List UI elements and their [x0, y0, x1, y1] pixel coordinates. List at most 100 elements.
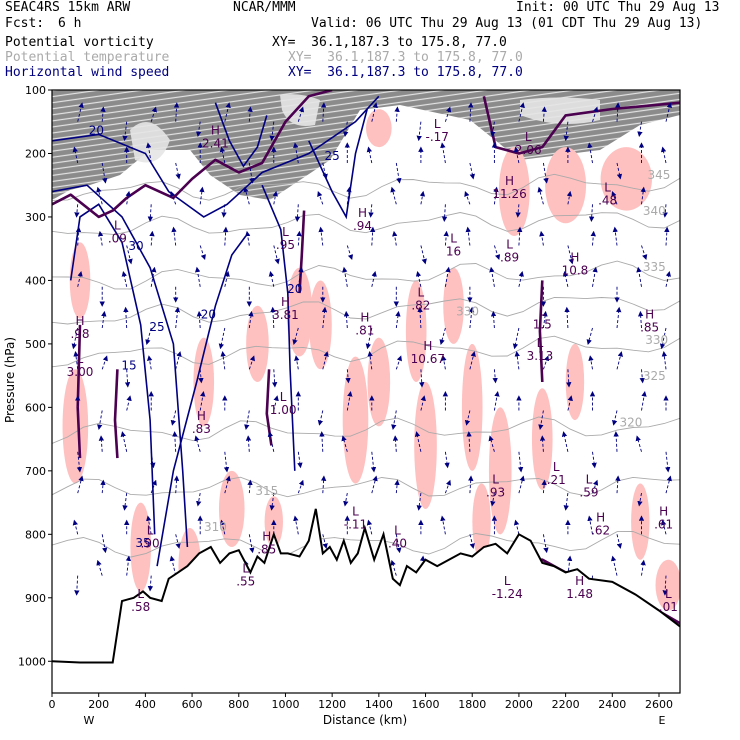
wind-vector-arrow	[198, 369, 204, 384]
wind-contour-line	[261, 184, 296, 471]
wind-vector-arrow	[224, 475, 231, 494]
extremum-value: 1.5	[533, 317, 552, 331]
extremum-marker: L	[434, 117, 441, 131]
field-xy-wind: XY= 36.1,187.3 to 175.8, 77.0	[288, 65, 523, 80]
extremum-marker: L	[147, 523, 154, 537]
wind-vector-arrow	[390, 559, 397, 576]
extremum-marker: H	[211, 123, 220, 137]
wind-vector-arrow	[466, 431, 472, 452]
wind-vector-arrow	[610, 555, 618, 576]
wind-vector-arrow	[319, 431, 325, 452]
wind-vector-arrow	[489, 266, 495, 287]
wind-vector-arrow	[123, 306, 129, 329]
wind-vector-arrow	[71, 327, 79, 350]
pv-shade-blob	[342, 356, 369, 484]
wind-vector-arrow	[542, 162, 549, 184]
extremum-value: .55	[236, 574, 255, 588]
wind-vector-arrow	[196, 493, 202, 507]
wind-speed-label: 35	[135, 536, 150, 550]
wind-vector-arrow	[464, 190, 471, 205]
wind-vector-arrow	[74, 204, 80, 218]
axes: 0 200 400 600 800 1000 1200 1400 1600 1800 2000 220…	[18, 84, 673, 711]
wind-vector-arrow	[125, 190, 131, 205]
wind-vector-arrow	[121, 270, 128, 287]
wind-vector-arrow	[294, 355, 300, 370]
wind-vector-arrow	[417, 306, 423, 329]
west-end-label: W	[84, 714, 95, 727]
wind-vector-arrow	[414, 431, 422, 452]
wind-vector-arrow	[219, 146, 226, 164]
wind-vector-arrow	[365, 327, 373, 350]
wind-vector-arrow	[369, 226, 376, 246]
extremum-value: .98	[70, 327, 89, 341]
extremum-value: .95	[276, 238, 295, 252]
wind-vector-arrow	[150, 451, 156, 469]
extremum-marker: H	[596, 511, 605, 525]
wind-vector-arrow	[199, 245, 206, 261]
wind-vector-arrow	[101, 162, 108, 184]
extremum-marker: H	[645, 308, 654, 322]
extremum-marker: L	[114, 219, 121, 233]
wind-vector-arrow	[567, 395, 573, 411]
wind-vector-arrow	[269, 121, 275, 142]
pv-shade-blob	[309, 280, 332, 370]
wind-vector-arrow	[615, 475, 621, 494]
wind-vector-arrow	[320, 475, 327, 494]
wind-vector-arrow	[343, 493, 349, 507]
wind-vector-arrow	[661, 519, 667, 535]
wind-vector-arrow	[492, 369, 498, 384]
wind-vector-arrow	[444, 106, 452, 122]
wind-vector-arrow	[420, 395, 426, 411]
extremum-marker: H	[505, 174, 514, 188]
wind-vector-arrow	[395, 162, 402, 184]
y-tick-label: 400	[25, 274, 46, 287]
wind-vector-arrow	[370, 451, 377, 473]
extremum-value: .85	[640, 321, 659, 335]
wind-vector-arrow	[221, 204, 227, 218]
wind-vector-arrow	[637, 310, 644, 329]
wind-vector-arrow	[125, 555, 132, 576]
wind-vector-arrow	[218, 327, 226, 350]
wind-vector-arrow	[120, 431, 128, 452]
wind-vector-arrow	[513, 519, 520, 535]
pv-shade-blob	[62, 369, 89, 484]
wind-contour-line	[214, 102, 268, 168]
wind-vector-arrow	[539, 435, 546, 452]
wind-vector-arrow	[443, 230, 449, 246]
wind-vector-arrow	[515, 204, 521, 218]
wind-vector-arrow	[488, 435, 495, 452]
wind-vector-arrow	[322, 162, 328, 180]
wind-vector-arrow	[395, 534, 402, 554]
wind-vector-arrow	[392, 435, 399, 452]
extremum-marker: H	[197, 409, 206, 423]
wind-vector-arrow	[616, 162, 623, 180]
extremum-marker: L	[394, 523, 401, 537]
wind-vector-arrow	[395, 310, 401, 329]
y-tick-label: 200	[25, 147, 46, 160]
forecast-hours: 6 h	[58, 16, 82, 31]
extremum-marker: L	[492, 473, 499, 487]
wind-vector-arrow	[124, 369, 131, 388]
pv-contour-line	[52, 90, 333, 219]
wind-vector-arrow	[270, 306, 276, 329]
wind-vector-arrow	[268, 270, 275, 287]
wind-vector-arrow	[173, 102, 180, 122]
extremum-marker: L	[450, 231, 457, 245]
theta-label: 335	[643, 260, 666, 274]
wind-vector-arrow	[586, 327, 593, 346]
wind-vector-arrow	[170, 410, 177, 426]
wind-vector-arrow	[72, 146, 79, 164]
wind-vector-arrow	[297, 479, 304, 494]
wind-vector-arrow	[588, 355, 594, 370]
wind-vector-arrow	[537, 186, 544, 205]
wind-vector-arrow	[518, 475, 525, 494]
stratosphere-shading	[52, 90, 680, 200]
extremum-value: 3.00	[67, 365, 94, 379]
wind-vector-arrow	[441, 355, 447, 370]
wind-vector-arrow	[639, 369, 645, 384]
extremum-value: 3.13	[527, 349, 554, 363]
y-tick-label: 800	[25, 528, 46, 541]
wind-vector-arrow	[342, 266, 348, 287]
wind-vector-arrow	[248, 310, 254, 329]
